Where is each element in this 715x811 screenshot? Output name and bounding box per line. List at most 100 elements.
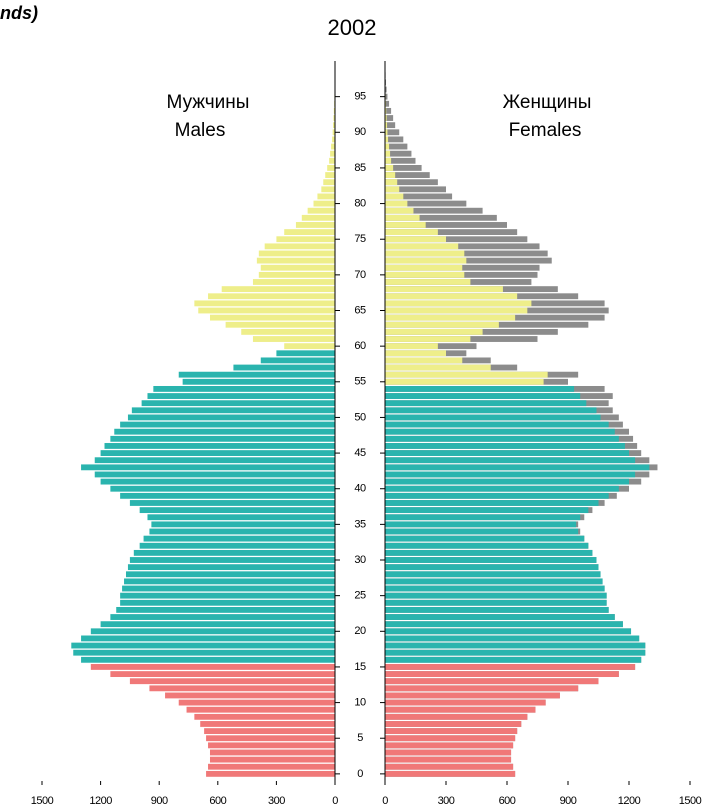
- bar-excess: [385, 193, 453, 200]
- bar-excess: [385, 79, 387, 86]
- bar-excess: [385, 157, 416, 164]
- bar: [331, 143, 335, 150]
- bar: [385, 763, 514, 770]
- bar: [385, 343, 438, 350]
- bar: [385, 428, 615, 435]
- bar: [333, 122, 335, 129]
- y-tick-label: 85: [354, 162, 366, 174]
- bar-excess: [385, 100, 390, 107]
- bar-excess: [385, 257, 552, 264]
- bar: [385, 350, 446, 357]
- bar: [321, 186, 335, 193]
- bar: [385, 378, 544, 385]
- bar: [71, 642, 336, 649]
- bar: [200, 721, 335, 727]
- y-tick-label: 55: [354, 376, 366, 388]
- bar-excess: [385, 122, 396, 129]
- bar: [124, 578, 335, 585]
- bar: [385, 421, 609, 428]
- subtitle: nds): [0, 3, 38, 23]
- bar: [81, 464, 335, 471]
- bar: [385, 599, 607, 606]
- bar: [385, 549, 593, 556]
- bar: [178, 371, 335, 378]
- bar: [127, 414, 336, 421]
- bar: [385, 564, 599, 571]
- bar: [129, 500, 335, 506]
- y-tick-label: 25: [354, 590, 366, 602]
- bar: [141, 400, 335, 407]
- x-tick-label: 900: [151, 795, 168, 807]
- x-tick-label: 300: [438, 795, 455, 807]
- y-tick-label: 15: [354, 661, 366, 673]
- bar: [100, 450, 335, 457]
- bar: [385, 364, 491, 371]
- bar: [307, 207, 335, 214]
- bar: [385, 222, 426, 228]
- bar: [332, 136, 335, 143]
- bar: [73, 649, 336, 656]
- y-tick-label: 50: [354, 411, 366, 423]
- bar-excess: [385, 214, 497, 221]
- bar: [100, 621, 335, 628]
- y-tick-label: 90: [354, 126, 366, 138]
- bar: [385, 450, 629, 457]
- bar: [385, 328, 483, 335]
- bar: [385, 172, 396, 178]
- bar: [385, 207, 414, 214]
- bar: [385, 279, 471, 285]
- bar: [385, 122, 388, 129]
- females-label: Женщины: [503, 92, 592, 113]
- bar: [385, 264, 463, 271]
- bar: [385, 157, 392, 164]
- bar: [139, 507, 335, 514]
- bar: [252, 279, 335, 285]
- bar: [147, 514, 335, 521]
- bar: [385, 165, 394, 171]
- bar-excess: [385, 172, 430, 178]
- bar: [385, 742, 514, 749]
- bar: [284, 343, 335, 350]
- bar: [385, 307, 528, 314]
- bar: [327, 165, 335, 171]
- bar: [385, 150, 391, 157]
- bar: [385, 229, 438, 236]
- bar: [252, 336, 335, 342]
- bar: [313, 200, 335, 207]
- bar: [385, 492, 609, 499]
- bar: [256, 257, 335, 264]
- bar-excess: [385, 150, 412, 157]
- bar: [221, 286, 335, 293]
- y-tick-label: 45: [354, 447, 366, 459]
- bar: [186, 706, 335, 713]
- bar: [94, 471, 336, 478]
- bar: [385, 357, 463, 364]
- x-tick-label: 300: [268, 795, 285, 807]
- males-label-en: Males: [175, 120, 226, 141]
- bar: [94, 457, 336, 464]
- bar: [104, 443, 335, 449]
- chart-title: 2002: [328, 15, 377, 40]
- bar: [260, 264, 335, 271]
- bar: [284, 229, 335, 236]
- bar: [116, 606, 335, 613]
- bar: [385, 385, 575, 392]
- bar: [330, 150, 335, 157]
- bar-excess: [385, 143, 408, 150]
- bar: [209, 749, 335, 756]
- bar: [385, 414, 601, 421]
- bar: [385, 521, 577, 528]
- bar: [385, 214, 420, 221]
- y-tick-label: 10: [354, 696, 366, 708]
- bar: [323, 179, 335, 186]
- bar: [208, 742, 335, 749]
- bar: [100, 478, 335, 485]
- bar: [90, 628, 335, 635]
- bar: [385, 557, 597, 563]
- y-tick-label: 20: [354, 625, 366, 637]
- bar: [153, 385, 335, 392]
- bar: [295, 222, 335, 228]
- bar: [385, 193, 404, 200]
- y-tick-label: 95: [354, 91, 366, 103]
- bar: [385, 250, 465, 257]
